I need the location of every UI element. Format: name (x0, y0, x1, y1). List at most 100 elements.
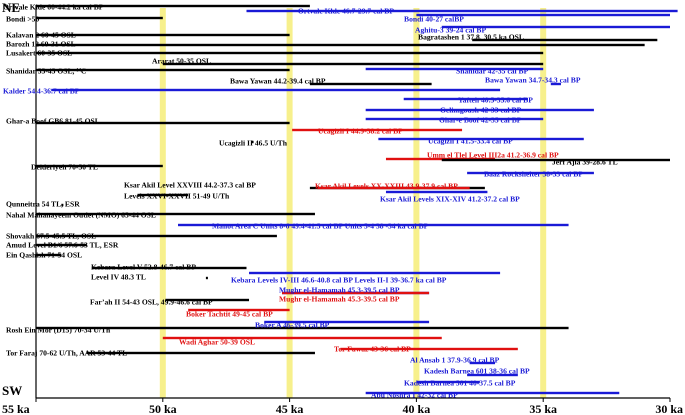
range-label: Barozh 12 60-31 OSL (6, 40, 76, 49)
range-bar (550, 82, 561, 86)
range-bar (178, 223, 569, 227)
highlight-lines (159, 8, 547, 398)
range-bar (51, 88, 501, 92)
highlight-band (286, 8, 293, 398)
range-label: Nahal Mahanayeem Outlet (NMO) 65-44 OSL (6, 211, 156, 220)
range-label: Kadesh Barnea 501 40-37.5 cal BP (404, 379, 516, 388)
range-label: Ksar Akil Level XXVIII 44.2-37.3 cal BP (124, 181, 256, 190)
range-label: Rosh Ein Mor (D15) 70-34 U/Th (6, 326, 111, 335)
range-label: Al Ansab 1 37.9-36.9 cal BP (410, 356, 500, 365)
x-tick-label: 45 ka (276, 402, 304, 415)
range-label: Bondi >50 (6, 15, 39, 24)
range-bar (162, 336, 442, 340)
labels-group: Ortvale Klde 60-44.2 ka cal BP Bondi >50 O… (3, 3, 618, 400)
range-bar (36, 243, 87, 247)
range-label: Kebara Levels IV-III 46.6-40.8 cal BP Le… (231, 276, 447, 285)
range-label: Bawa Yawan 44.2-39.4 cal BP (230, 77, 326, 86)
bars-group (36, 4, 678, 395)
range-label: Ksar Akil Levels XX-XXIII 43.9-37.9 cal … (315, 182, 458, 191)
range-bar (36, 16, 163, 20)
x-tick-label: 40 ka (403, 402, 431, 415)
range-bar (441, 158, 670, 162)
range-label: Manot Area C Units 8-6 49.4-41.5 cal BP … (212, 222, 429, 231)
range-label: Kebara Level V 52.8-46.7 cal BP (91, 263, 196, 272)
range-bar (36, 68, 290, 72)
range-bar (292, 128, 463, 132)
range-bar (317, 186, 470, 190)
range-label: Mughr el-Hamamah 45.3-39.5 cal BP (279, 295, 400, 304)
range-bar (251, 140, 254, 144)
range-bar (365, 108, 594, 112)
range-label: Mughr el-Hamamah 45.3-39.5 cal BP (279, 286, 400, 295)
range-bar (205, 276, 208, 280)
range-bar (36, 253, 62, 257)
range-label: Ararat 50-35 OSL (152, 57, 211, 66)
range-label: Ein Qashish 71-54 OSL (6, 251, 82, 260)
range-label: Deideriyeh 70-50 TL (31, 163, 98, 172)
range-label: Aghitu-3 39-24 cal BP (415, 26, 486, 35)
range-bar (416, 13, 670, 17)
range-bar (264, 320, 430, 324)
range-bar (467, 171, 594, 175)
range-label: Jerf Ajla 39-28.6 TL (552, 158, 618, 167)
top-region-label: NE (2, 0, 20, 15)
range-label: Kadesh Barnea 601 38-36 cal BP (424, 367, 530, 376)
range-label: Ghar-a Boof GB6 81-45 OSL (6, 117, 100, 126)
range-label: Abu Noshra I 42-32 cal BP (371, 391, 458, 400)
range-label: Baaz Rockshelter 38-33 cal BP (484, 170, 583, 179)
range-bar (472, 38, 658, 42)
range-label: Bondi 40-27 calBP (404, 15, 464, 24)
range-bar (378, 137, 584, 141)
range-label: Bawa Yawan 34.7-34.3 cal BP (485, 76, 581, 85)
range-bar (36, 51, 544, 55)
range-bar (365, 67, 544, 71)
range-label: Shanidar 55-45 OSL, ¹⁴C (6, 67, 86, 76)
range-bar (36, 33, 290, 37)
range-label: Bagratashen 1 37.8, 30.5 ka OSL (418, 33, 524, 42)
highlight-band (540, 8, 547, 398)
range-label: Ucagizli I 41.5-33.4 cal BP (428, 137, 513, 146)
range-bar (188, 308, 290, 312)
range-bar (165, 298, 250, 302)
range-bar (416, 380, 480, 384)
range-bar (36, 43, 645, 47)
highlight-band (413, 8, 420, 398)
range-label: Tor Faraj 70-62 U/Th, AAR 53-44 TL (6, 349, 127, 358)
range-bar (162, 62, 544, 66)
range-label: Ksar Akil Levels XIX-XIV 41.2-37.2 cal B… (380, 195, 520, 204)
range-label: Ghar-e Boof 42-35 cal BP (439, 116, 522, 125)
range-bar (467, 373, 518, 377)
range-bar (61, 203, 64, 207)
range-bar (385, 157, 496, 161)
range-bar (36, 121, 290, 125)
range-label: Far’ah II 54-43 OSL, 49.9-46.6 cal BP (90, 298, 213, 307)
range-label: Level IV 48.3 TL (91, 273, 146, 282)
range-label: Wadi Aghar 50-39 OSL (179, 338, 255, 347)
range-bar (365, 391, 620, 395)
x-axis-ticks: 55 ka 50 ka 45 ka 40 ka 35 ka 30 ka (2, 398, 683, 415)
range-label: Levels XXVI-XXVII 51-49 U/Th (124, 192, 230, 201)
range-bar (340, 347, 518, 351)
range-bar (36, 4, 310, 8)
range-label: Umm el Tlel Level III2a 41.2-36.9 cal BP (427, 151, 559, 160)
range-label: Lusakert 60-35 OSL (6, 49, 72, 58)
range-label: Gelimgoush 42-33 cal BP (440, 106, 522, 115)
range-bar (249, 271, 501, 275)
range-bar (385, 190, 488, 194)
range-label: Ucagizli II 46.5 U/Th (219, 139, 288, 148)
x-tick-label: 55 ka (2, 402, 30, 415)
range-bar (36, 234, 277, 238)
range-bar (91, 266, 247, 270)
range-label: Tor Fawaz 43-36 cal BP (334, 345, 411, 354)
range-bar (365, 117, 544, 121)
range-bar (281, 291, 430, 295)
range-label: Shanidar 42-35 cal BP (456, 67, 529, 76)
range-label: Ortvale Klde 60-44.2 ka cal BP (3, 3, 104, 12)
range-bar (137, 193, 189, 197)
range-bar (246, 9, 678, 13)
range-label: Boker Tachtit 49-45 cal BP (186, 310, 273, 319)
highlight-band (159, 8, 166, 398)
range-bar (86, 351, 315, 355)
range-bar (469, 361, 496, 365)
